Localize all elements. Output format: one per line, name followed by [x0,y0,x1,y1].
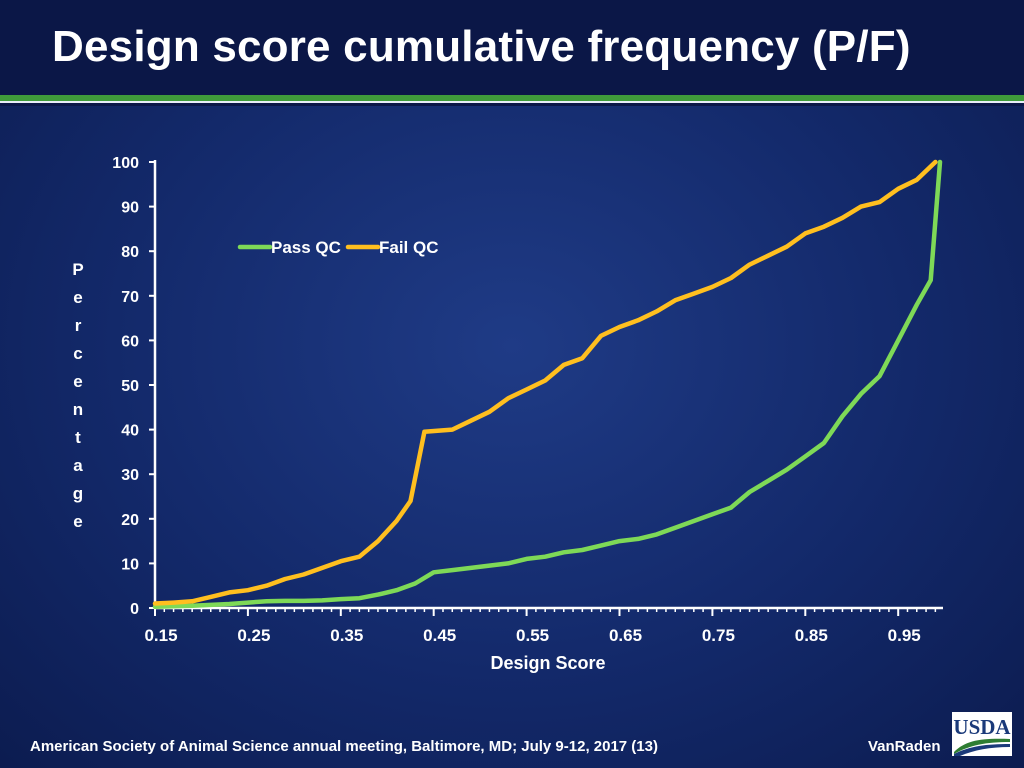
y-tick-label: 20 [121,512,139,529]
y-tick-label: 30 [121,467,139,484]
chart-series [152,159,943,609]
y-tick-label: 40 [121,423,139,440]
usda-logo: USDA [952,712,1012,756]
x-tick-label: 0.25 [237,626,270,645]
y-tick-label: 60 [121,333,139,350]
y-tick-label: 90 [121,200,139,217]
header-stripe-dark [0,103,1024,106]
chart-legend: Pass QC Fail QC [237,238,439,257]
header-stripe-white [0,101,1024,103]
legend-label: Pass QC [271,238,341,257]
x-tick-label: 0.55 [516,626,549,645]
x-tick-label: 0.95 [888,626,921,645]
legend-label: Fail QC [379,238,439,257]
x-tick-label: 0.35 [330,626,363,645]
y-tick-label: 50 [121,378,139,395]
chart-axis-labels: Design Score P e r c e n t a g e [72,260,605,673]
y-tick-label: 70 [121,289,139,306]
chart-axes: 0 10 20 30 40 50 60 70 80 90 100 0.15 0.25 0.35 0.45 0.… [112,155,943,645]
slide-title: Design score cumulative frequency (P/F) [52,22,911,71]
x-axis-title: Design Score [490,653,605,673]
series-line-fail-qc [152,159,938,606]
series-line-pass-qc [152,159,943,609]
x-tick-label: 0.15 [144,626,177,645]
y-tick-label: 10 [121,556,139,573]
x-tick-label: 0.65 [609,626,642,645]
x-tick-label: 0.75 [702,626,735,645]
title-bar: Design score cumulative frequency (P/F) [0,0,1024,95]
y-tick-label: 80 [121,244,139,261]
x-tick-label: 0.45 [423,626,456,645]
y-tick-label: 100 [112,155,139,172]
y-tick-label: 0 [130,601,139,618]
x-tick-label: 0.85 [795,626,828,645]
header-stripe-green [0,95,1024,101]
cumulative-frequency-chart: 0 10 20 30 40 50 60 70 80 90 100 0.15 0.25 0.35 0.45 0.… [72,155,943,673]
footer-author: VanRaden [868,738,941,755]
usda-logo-text: USDA [953,715,1011,739]
footer-citation: American Society of Animal Science annua… [30,738,658,755]
